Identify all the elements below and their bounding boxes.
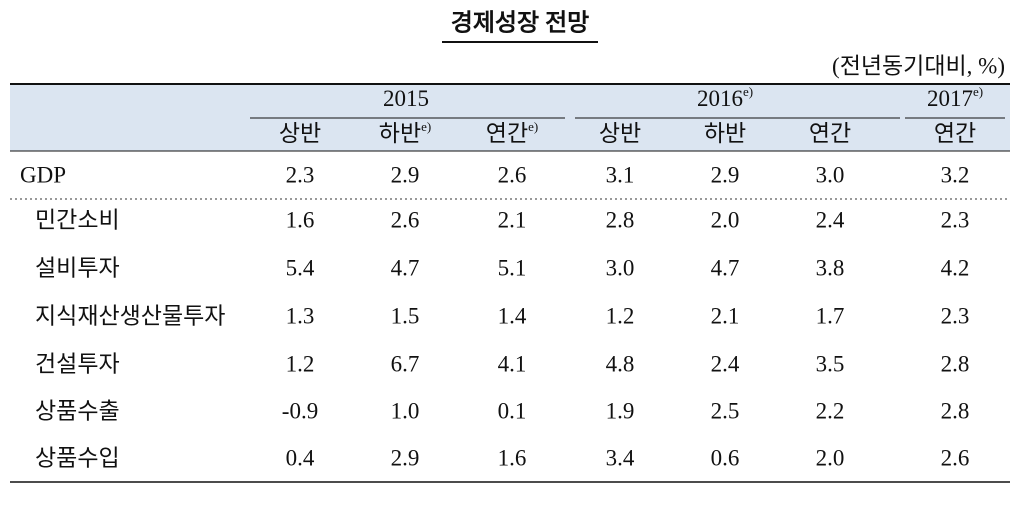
- column-header: 연간e): [486, 119, 538, 146]
- year-header-note: e): [743, 84, 753, 99]
- cell-value: 2.3: [941, 207, 970, 232]
- year-header-text: 2015: [383, 86, 429, 111]
- column-header-text: 하반: [704, 121, 746, 146]
- unit-note: (전년동기대비, %): [832, 53, 1005, 78]
- cell-value: 6.7: [391, 351, 420, 376]
- cell-value: -0.9: [282, 398, 318, 423]
- cell-value: 2.8: [941, 351, 970, 376]
- cell-value: 4.7: [711, 255, 740, 280]
- cell-value: 2.5: [711, 398, 740, 423]
- cell-value: 1.5: [391, 303, 420, 328]
- cell-value: 2.3: [286, 162, 315, 187]
- cell-value: 2.9: [391, 445, 420, 470]
- column-header-text: 상반: [599, 121, 641, 146]
- column-header-text: 연간: [486, 121, 528, 146]
- cell-value: 1.7: [816, 303, 845, 328]
- cell-value: 1.6: [286, 207, 315, 232]
- cell-value: 2.4: [816, 207, 845, 232]
- cell-value: 1.0: [391, 398, 420, 423]
- cell-value: 2.0: [816, 445, 845, 470]
- cell-value: 2.4: [711, 351, 740, 376]
- row-label: GDP: [20, 162, 66, 187]
- column-header: 상반: [599, 121, 641, 146]
- row-label: 건설투자: [35, 351, 120, 376]
- cell-value: 0.1: [498, 398, 527, 423]
- cell-value: 2.6: [941, 445, 970, 470]
- column-header-note: e): [421, 119, 431, 134]
- column-header: 연간: [809, 121, 851, 146]
- cell-value: 3.0: [816, 162, 845, 187]
- cell-value: 1.3: [286, 303, 315, 328]
- cell-value: 5.1: [498, 255, 527, 280]
- cell-value: 3.0: [606, 255, 635, 280]
- cell-value: 1.2: [286, 351, 315, 376]
- column-header-text: 하반: [379, 121, 421, 146]
- cell-value: 3.2: [941, 162, 970, 187]
- column-header: 상반: [279, 121, 321, 146]
- column-header: 연간: [934, 121, 976, 146]
- cell-value: 2.1: [711, 303, 740, 328]
- row-label: 상품수출: [35, 398, 120, 423]
- cell-value: 2.8: [941, 398, 970, 423]
- year-header-text: 2017: [927, 86, 973, 111]
- title: 경제성장 전망: [451, 10, 589, 37]
- row-label: 상품수입: [35, 445, 120, 470]
- column-header-note: e): [528, 119, 538, 134]
- cell-value: 2.3: [941, 303, 970, 328]
- row-label: 설비투자: [35, 255, 120, 280]
- column-header: 하반e): [379, 119, 431, 146]
- cell-value: 2.6: [391, 207, 420, 232]
- column-header-text: 연간: [809, 121, 851, 146]
- column-header-text: 상반: [279, 121, 321, 146]
- row-label: 민간소비: [35, 207, 120, 232]
- cell-value: 5.4: [286, 255, 315, 280]
- year-header: 2015: [383, 86, 429, 111]
- cell-value: 3.1: [606, 162, 635, 187]
- year-header-note: e): [973, 84, 983, 99]
- cell-value: 2.9: [711, 162, 740, 187]
- cell-value: 4.8: [606, 351, 635, 376]
- column-header-text: 연간: [934, 121, 976, 146]
- cell-value: 0.4: [286, 445, 315, 470]
- column-header: 하반: [704, 121, 746, 146]
- year-header: 2016e): [697, 84, 753, 111]
- cell-value: 1.4: [498, 303, 527, 328]
- year-header-text: 2016: [697, 86, 743, 111]
- year-header: 2017e): [927, 84, 983, 111]
- cell-value: 2.2: [816, 398, 845, 423]
- row-label: 지식재산생산물투자: [35, 303, 225, 328]
- cell-value: 3.8: [816, 255, 845, 280]
- cell-value: 1.9: [606, 398, 635, 423]
- cell-value: 4.7: [391, 255, 420, 280]
- cell-value: 2.9: [391, 162, 420, 187]
- cell-value: 4.2: [941, 255, 970, 280]
- cell-value: 1.6: [498, 445, 527, 470]
- cell-value: 2.6: [498, 162, 527, 187]
- cell-value: 2.0: [711, 207, 740, 232]
- cell-value: 1.2: [606, 303, 635, 328]
- cell-value: 4.1: [498, 351, 527, 376]
- cell-value: 3.4: [606, 445, 635, 470]
- cell-value: 0.6: [711, 445, 740, 470]
- cell-value: 2.8: [606, 207, 635, 232]
- cell-value: 3.5: [816, 351, 845, 376]
- cell-value: 2.1: [498, 207, 527, 232]
